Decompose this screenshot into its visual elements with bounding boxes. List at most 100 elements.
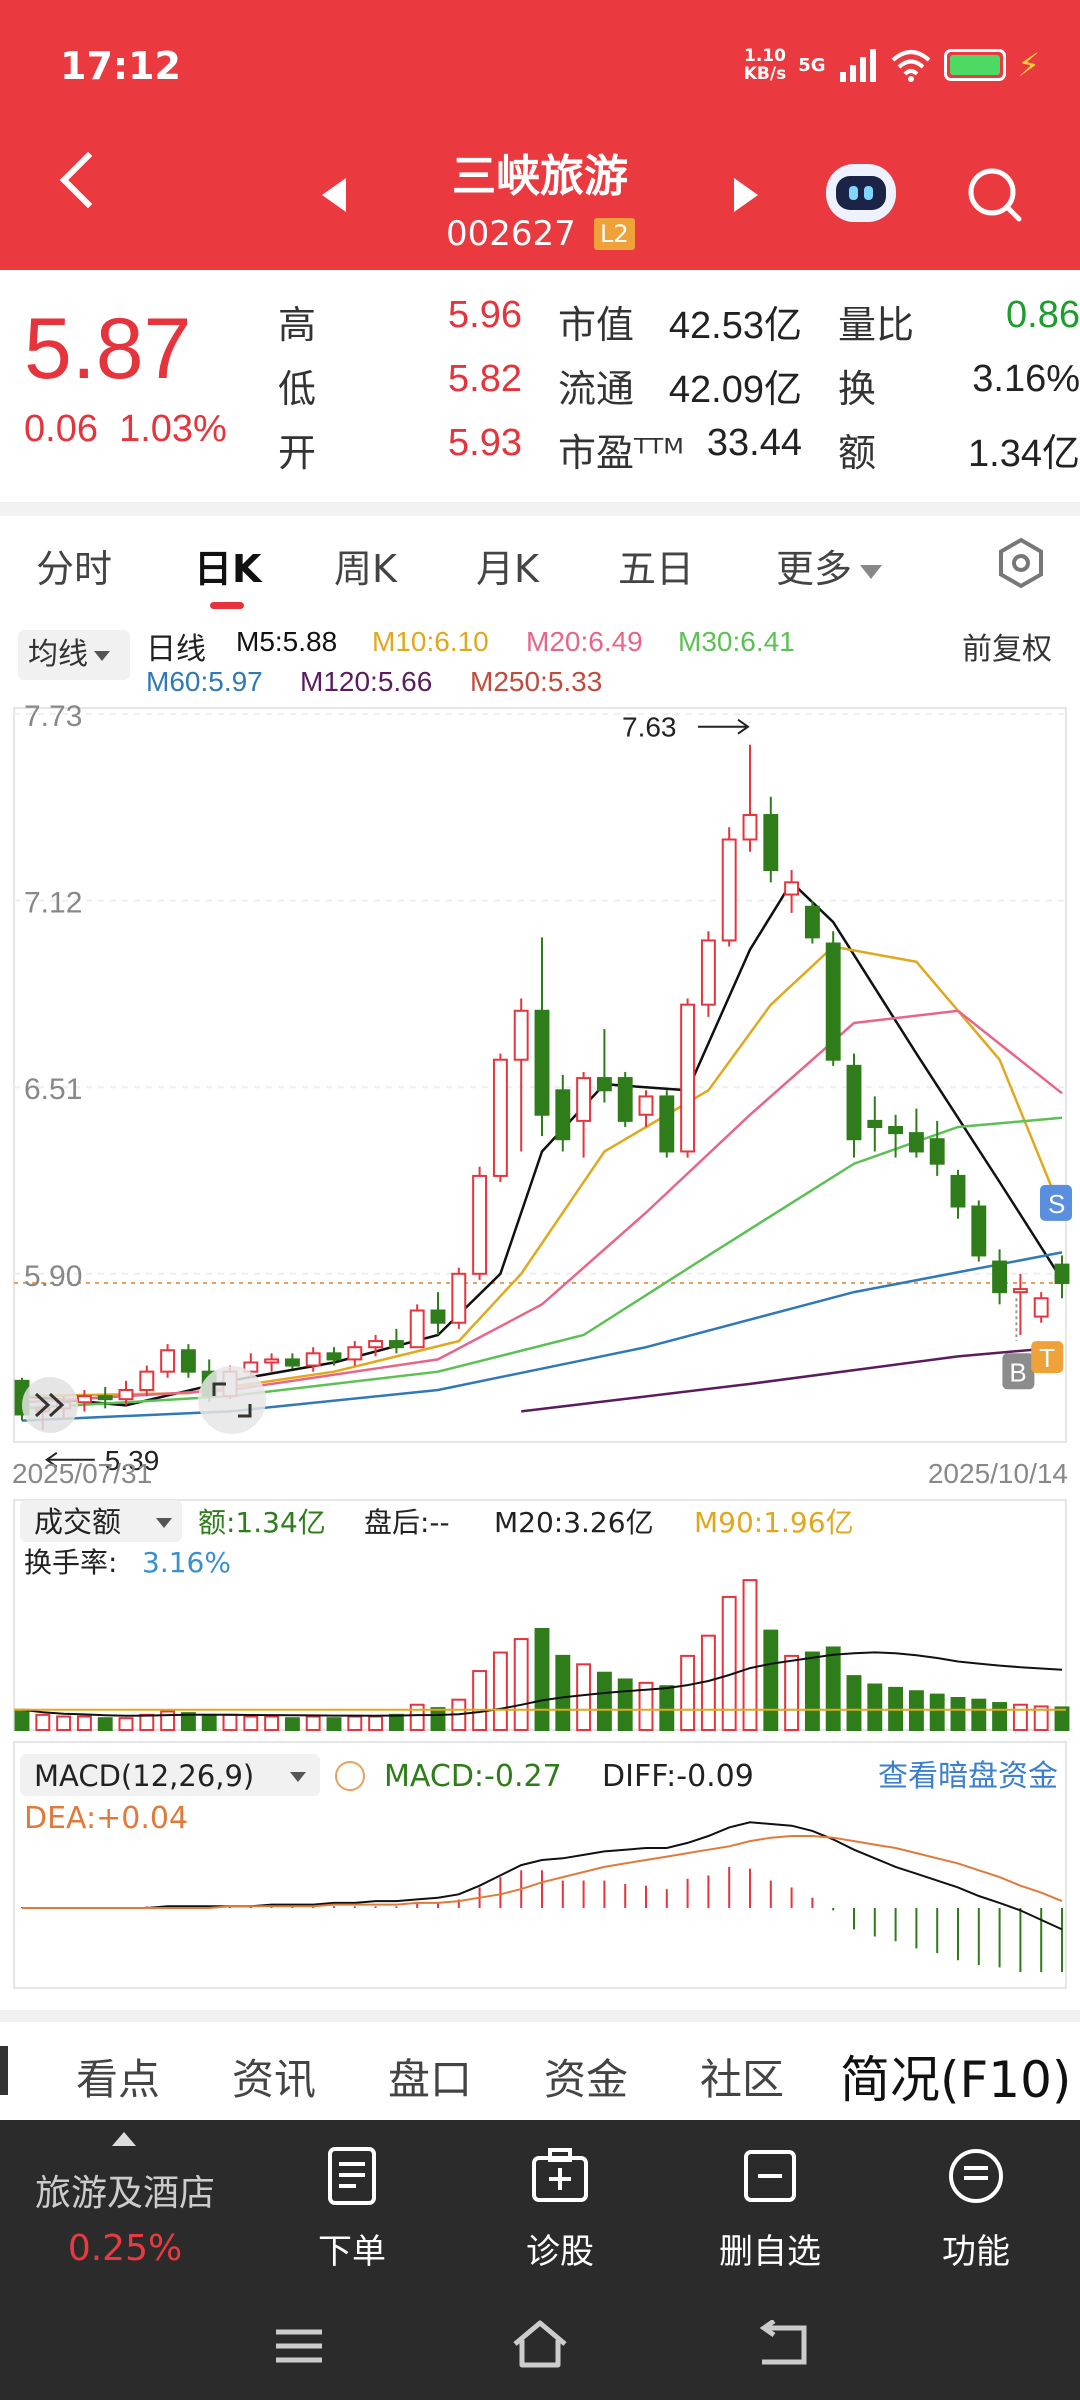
stock-diagnosis-button[interactable]: 诊股 [480,2146,640,2273]
k-line-chart[interactable]: 7.73 7.12 6.51 5.90 7.63 5.39 S B T 2025/07/31 202… [0,700,1080,1990]
candle-body [1054,1263,1070,1284]
candle-body [243,1361,259,1373]
candle-body [950,1174,966,1208]
volume-bar [929,1693,945,1732]
status-icons: 1.10 KB/s 5G ⚡ [744,46,1040,84]
volume-bar [1054,1706,1070,1731]
macd-value: MACD:-0.27 [384,1759,562,1794]
functions-button[interactable]: 功能 [896,2146,1056,2273]
ma-selector-button[interactable]: 均线 [18,630,130,680]
price-adjust-selector[interactable]: 前复权 [962,632,1052,667]
sector-change: 0.25% [67,2228,183,2269]
ai-assistant-icon[interactable] [826,164,896,222]
place-order-button[interactable]: 下单 [272,2146,432,2273]
price-change: 0.06 1.03% [24,408,227,451]
last-price: 5.87 [24,301,192,397]
volume-bar [430,1707,446,1732]
volume-bar [867,1683,883,1731]
candle-body [513,1009,529,1061]
volume-bar [180,1712,196,1732]
turnover-label: 换 [838,367,877,411]
tab-daily-k[interactable]: 日K [194,547,262,591]
candle-body [867,1119,883,1128]
remove-watchlist-button[interactable]: 删自选 [690,2146,850,2273]
tab-order-book[interactable]: 盘口 [388,2055,473,2104]
tab-intraday[interactable]: 分时 [36,547,113,591]
volume-bar [264,1715,280,1731]
volume-ratio-label: 量比 [838,303,915,347]
candle-body [846,1064,862,1141]
low-marker-arrowhead [45,1451,58,1468]
net-speed: 1.10 KB/s [744,47,786,83]
volume-bar [492,1651,508,1731]
ma-m20: M20:6.49 [526,626,643,657]
fullscreen-corners-icon [212,1382,252,1418]
candle-body [284,1358,300,1367]
bottom-toolbar: 旅游及酒店 0.25% 下单 诊股 [0,2120,1080,2290]
tab-weekly-k[interactable]: 周K [334,547,397,591]
tab-more[interactable]: 更多 [776,538,883,593]
tab-profile-f10[interactable]: 简况(F10) [840,2051,1072,2109]
candle-body [118,1389,134,1401]
menu-icon[interactable] [274,2326,324,2366]
previous-stock-icon[interactable] [322,178,346,212]
volume-bar [409,1703,425,1731]
level2-badge: L2 [594,218,635,250]
candle-body [492,1058,508,1177]
turnover-rate-value: 3.16% [142,1546,231,1579]
volume-bar [555,1654,571,1731]
chevron-down-icon [94,650,110,661]
volume-bar [243,1715,259,1731]
candle-body [388,1340,404,1349]
volume-bar [992,1702,1008,1731]
candle-body [784,881,800,896]
t-signal-label: T [1039,1343,1055,1373]
tab-five-day[interactable]: 五日 [618,547,695,591]
search-icon[interactable] [966,166,1022,222]
status-time: 17:12 [60,44,181,88]
ma-line-m20 [21,1009,1063,1404]
ma-selector-label: 均线 [28,637,88,672]
high-value: 5.96 [448,294,522,336]
candle-body [472,1174,488,1275]
volume-selector-button [20,1500,182,1542]
ma-line-m10 [21,945,1064,1398]
tab-capital-flow[interactable]: 资金 [544,2055,629,2104]
t-signal-badge [1031,1341,1064,1374]
y-axis-tick-label: 7.12 [24,887,82,920]
sell-signal-label: S [1048,1189,1065,1219]
ma-line-m120 [521,1345,1063,1413]
system-nav-bar [0,2290,1080,2400]
volume-bar [56,1715,72,1731]
divider [0,502,1080,516]
info-icon [335,1761,365,1791]
low-marker-label: 5.39 [105,1445,160,1476]
candle-body [97,1395,113,1401]
tab-highlights[interactable]: 看点 [76,2055,161,2104]
bottom-info-tabs: ▌ 看点 资讯 盘口 资金 社区 简况(F10) [0,2010,1080,2132]
ma-period-label: 日线 [146,633,206,666]
volume-bar [139,1713,155,1731]
dea-line [22,1835,1063,1909]
volume-bar [534,1627,550,1732]
market-cap-value: 42.53亿 [668,305,802,347]
remove-watchlist-label: 删自选 [719,2232,821,2272]
turnover-value: 3.16% [972,358,1080,400]
tab-news[interactable]: 资讯 [232,2055,317,2104]
home-icon[interactable] [510,2318,570,2370]
chart-settings-icon[interactable] [994,536,1048,590]
back-nav-icon[interactable] [754,2320,810,2368]
ma-m5: M5:5.88 [236,626,338,657]
tab-community[interactable]: 社区 [700,2055,785,2104]
net-speed-value: 1.10 [744,46,786,66]
candle-body [971,1205,987,1257]
minus-box-icon [744,2150,796,2202]
volume-bar [368,1715,384,1731]
chevron-down-icon [860,564,883,579]
tab-monthly-k[interactable]: 月K [476,547,539,591]
candle-body [409,1309,425,1349]
medical-kit-icon [532,2148,588,2202]
order-form-icon [328,2147,376,2205]
volume-ratio-value: 0.86 [1006,294,1080,336]
next-stock-icon[interactable] [734,178,758,212]
